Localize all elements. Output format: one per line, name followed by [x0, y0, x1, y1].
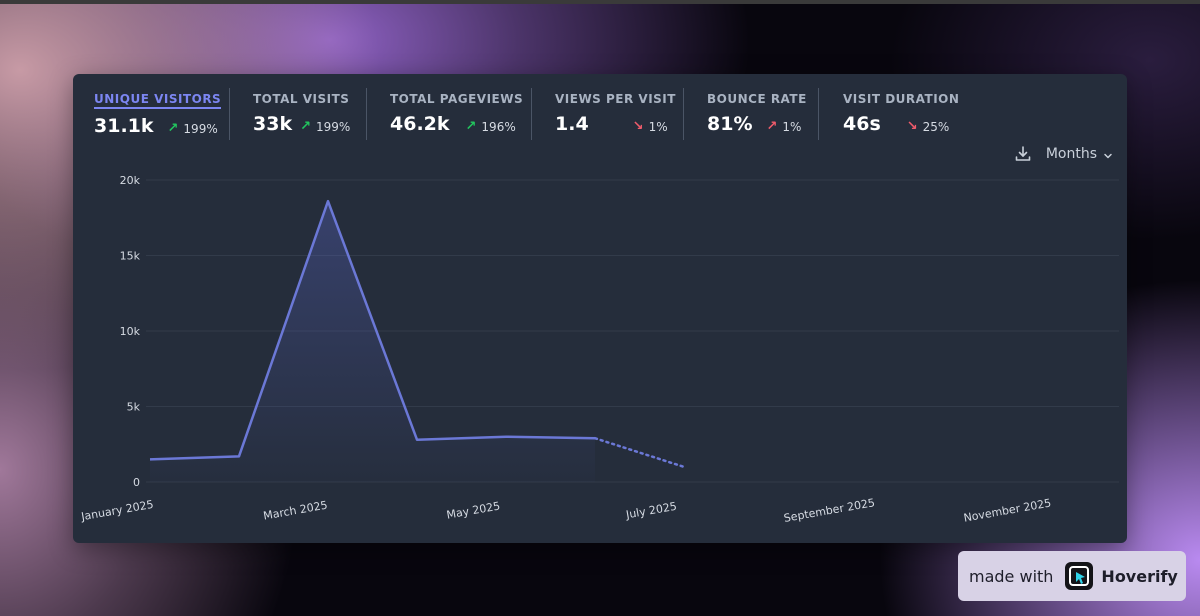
stat-change-value: 25%	[922, 119, 950, 134]
stat-bounce-rate[interactable]: BOUNCE RATE 81% ↗ 1%	[707, 88, 807, 140]
y-tick-label: 5k	[127, 401, 141, 414]
made-with-badge[interactable]: made with Hoverify	[958, 551, 1186, 601]
stat-label: BOUNCE RATE	[707, 92, 807, 106]
stat-change-value: 1%	[782, 119, 802, 134]
stat-unique-visitors[interactable]: UNIQUE VISITORS 31.1k ↗ 199%	[94, 88, 222, 140]
stat-label: UNIQUE VISITORS	[94, 92, 222, 109]
y-tick-label: 0	[133, 476, 140, 489]
line-chart: 0 5k 10k 15k 20k January 2025 March 2025 May 20…	[79, 174, 1119, 525]
stat-change: ↗ 1%	[766, 119, 801, 134]
stat-change: ↘ 25%	[907, 119, 950, 134]
y-tick-label: 20k	[120, 174, 141, 187]
stat-value: 33k	[253, 113, 293, 135]
badge-brand: Hoverify	[1101, 566, 1178, 586]
data-point	[147, 456, 153, 462]
arrow-down-icon: ↘	[906, 119, 918, 134]
badge-text: made with	[969, 566, 1054, 586]
arrow-up-bad-icon: ↗	[766, 119, 778, 134]
interval-label: Months	[1045, 146, 1097, 162]
stat-visit-duration[interactable]: VISIT DURATION 46s ↘ 25%	[843, 88, 959, 140]
stat-change-value: 196%	[481, 119, 516, 134]
x-tick-label: July 2025	[624, 500, 678, 522]
stat-divider	[229, 88, 230, 140]
stat-label: TOTAL VISITS	[253, 92, 350, 106]
stat-divider	[366, 88, 367, 140]
data-point	[325, 198, 331, 204]
stat-divider	[818, 88, 819, 140]
arrow-up-icon: ↗	[167, 121, 179, 136]
stat-views-per-visit[interactable]: VIEWS PER VISIT 1.4 ↘ 1%	[555, 88, 676, 140]
stat-value: 81%	[707, 113, 753, 135]
stat-label: VISIT DURATION	[843, 92, 960, 106]
chevron-down-icon	[1103, 149, 1113, 159]
stat-change-value: 199%	[183, 121, 218, 136]
analytics-card: UNIQUE VISITORS 31.1k ↗ 199% TOTAL VISITS…	[73, 74, 1127, 543]
stat-divider	[683, 88, 684, 140]
x-tick-label: March 2025	[262, 499, 328, 523]
x-tick-label: January 2025	[79, 498, 154, 524]
stats-bar: UNIQUE VISITORS 31.1k ↗ 199% TOTAL VISITS…	[73, 74, 1127, 144]
stat-value: 46s	[843, 113, 881, 135]
series-area	[150, 201, 595, 482]
download-icon[interactable]	[1014, 145, 1032, 163]
data-point	[236, 453, 242, 459]
series-line	[149, 199, 596, 461]
stat-change-value: 1%	[648, 119, 668, 134]
stat-change: ↗ 199%	[300, 119, 350, 134]
stat-change: ↗ 199%	[168, 121, 218, 136]
series-line-projected	[593, 436, 686, 469]
x-tick-label: May 2025	[446, 499, 502, 521]
x-tick-label: November 2025	[963, 496, 1053, 524]
stat-change: ↗ 196%	[466, 119, 516, 134]
y-tick-label: 15k	[120, 250, 141, 263]
hoverify-logo-icon	[1065, 562, 1094, 590]
stat-value: 31.1k	[94, 115, 154, 137]
chart-controls: Months	[1014, 144, 1113, 164]
arrow-down-icon: ↘	[632, 119, 644, 134]
stat-label: VIEWS PER VISIT	[555, 92, 676, 106]
x-tick-label: September 2025	[783, 496, 876, 525]
interval-select[interactable]: Months	[1046, 146, 1113, 162]
stat-value: 46.2k	[390, 113, 450, 135]
data-point	[681, 464, 687, 470]
frame-top-bar	[0, 0, 1200, 4]
stat-change-value: 199%	[315, 119, 351, 134]
stat-value: 1.4	[555, 113, 589, 135]
arrow-up-icon: ↗	[465, 119, 477, 134]
stat-total-visits[interactable]: TOTAL VISITS 33k ↗ 199%	[253, 88, 350, 140]
stat-divider	[531, 88, 532, 140]
arrow-up-icon: ↗	[300, 119, 311, 134]
y-tick-label: 10k	[120, 325, 141, 338]
data-point	[503, 434, 509, 440]
data-point	[414, 437, 420, 443]
data-point	[592, 435, 598, 441]
stat-total-pageviews[interactable]: TOTAL PAGEVIEWS 46.2k ↗ 196%	[390, 88, 523, 140]
stat-label: TOTAL PAGEVIEWS	[390, 92, 524, 106]
stat-change: ↘ 1%	[633, 119, 668, 134]
